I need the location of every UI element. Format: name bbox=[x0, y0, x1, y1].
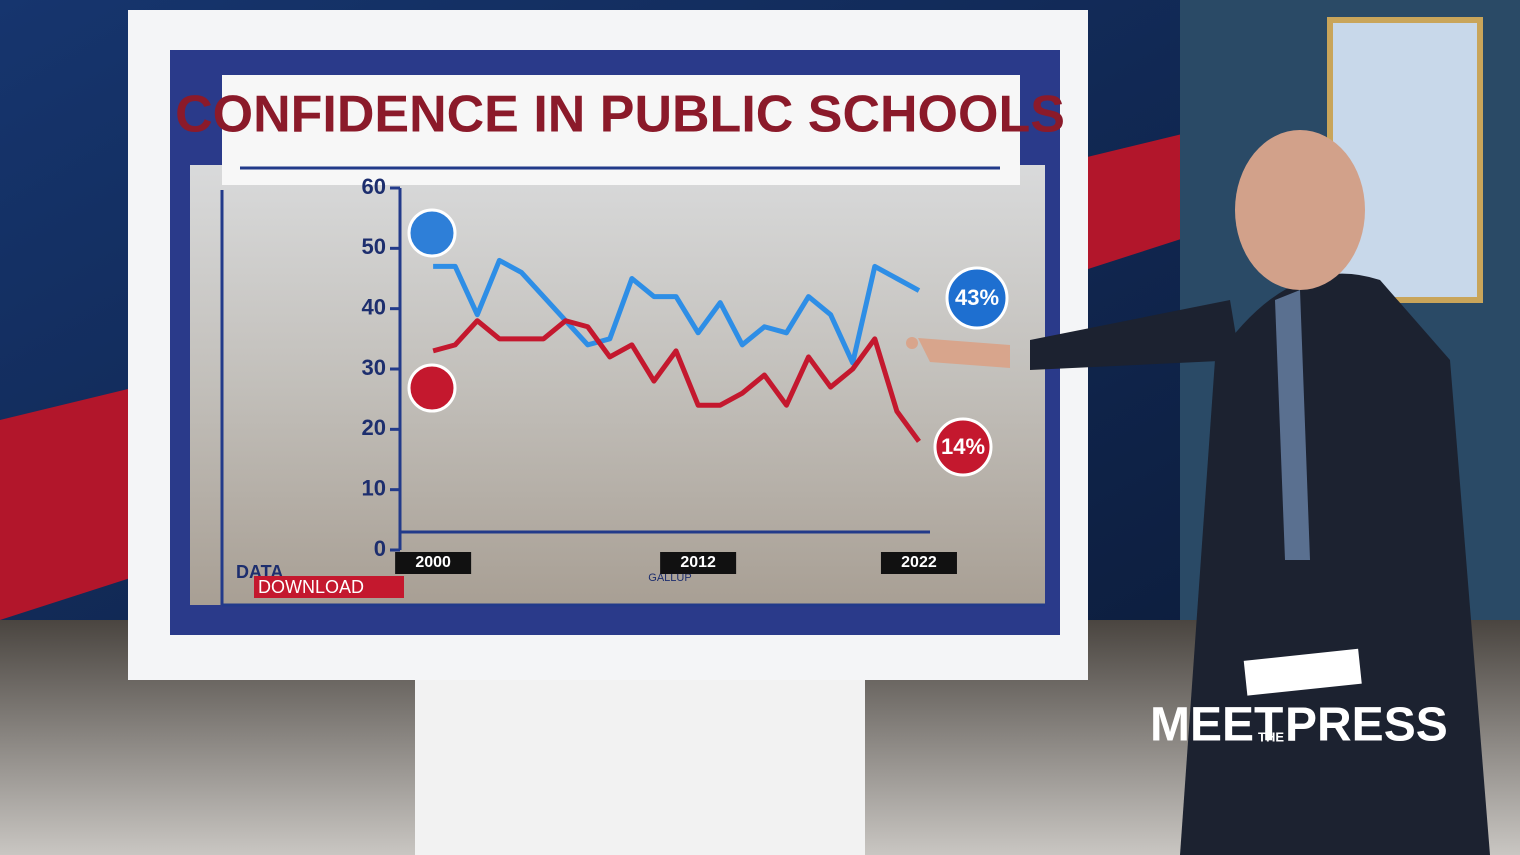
presenter-head bbox=[1235, 130, 1365, 290]
y-tick-label: 40 bbox=[362, 294, 386, 319]
chart-title: CONFIDENCE IN PUBLIC SCHOOLS bbox=[175, 86, 1065, 144]
y-tick-label: 10 bbox=[362, 475, 386, 500]
y-tick-label: 60 bbox=[362, 174, 386, 199]
presenter-hand bbox=[918, 338, 1010, 368]
end-label-badge bbox=[933, 417, 993, 477]
y-tick-label: 20 bbox=[362, 415, 386, 440]
end-label: 14% bbox=[941, 434, 985, 459]
presenter-hand bbox=[906, 337, 918, 349]
logo-meet: MEET bbox=[1150, 699, 1283, 752]
y-tick-label: 30 bbox=[362, 355, 386, 380]
source: GALLUP bbox=[648, 572, 691, 584]
brand-bottom: DOWNLOAD bbox=[258, 577, 364, 597]
x-tick-box bbox=[660, 552, 737, 574]
end-label: 43% bbox=[955, 285, 999, 310]
papers bbox=[1243, 648, 1362, 696]
x-tick-box bbox=[395, 552, 472, 574]
logo-press: PRESS bbox=[1285, 699, 1448, 752]
democrat-icon bbox=[407, 208, 457, 258]
presenter-body bbox=[1180, 273, 1490, 855]
x-tick-label: 2022 bbox=[901, 554, 937, 571]
y-tick-label: 0 bbox=[374, 536, 386, 561]
classroom-photo bbox=[190, 165, 1045, 605]
y-tick-label: 50 bbox=[362, 234, 386, 259]
poster bbox=[1327, 17, 1483, 303]
x-tick-box bbox=[880, 552, 957, 574]
republican-icon bbox=[407, 363, 457, 413]
series-line bbox=[433, 257, 921, 366]
end-label-badge bbox=[945, 266, 1009, 330]
brand-box bbox=[254, 576, 404, 598]
plot: 0 10 20 30 40 50 60 2000 2012 2022 bbox=[362, 174, 957, 574]
presenter-tie bbox=[1275, 290, 1310, 560]
presenter bbox=[906, 130, 1490, 855]
logo-the: THE bbox=[1258, 729, 1284, 744]
series-line bbox=[432, 318, 921, 443]
presenter-arm bbox=[1030, 300, 1240, 370]
x-tick-label: 2000 bbox=[415, 554, 451, 571]
x-tick-label: 2012 bbox=[680, 554, 716, 571]
